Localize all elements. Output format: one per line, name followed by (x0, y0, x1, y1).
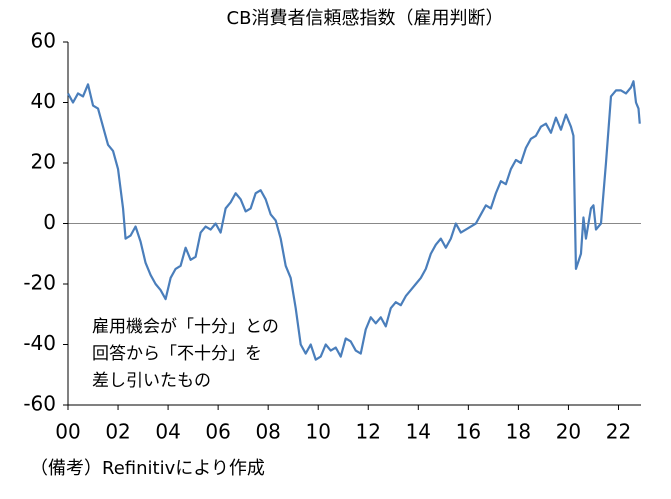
x-tick-label: 08 (255, 420, 280, 444)
y-tick-label: 0 (43, 210, 56, 234)
y-tick-label: 20 (31, 150, 56, 174)
y-tick-label: 60 (31, 29, 56, 53)
y-tick-label: -40 (23, 331, 56, 355)
x-tick-label: 14 (406, 420, 431, 444)
annotation: 雇用機会が「十分」との (92, 317, 279, 337)
x-tick-label: 20 (556, 420, 581, 444)
x-tick-label: 00 (55, 420, 80, 444)
annotation: 差し引いたもの (92, 371, 211, 391)
x-tick-label: 10 (305, 420, 330, 444)
y-tick-label: 40 (31, 89, 56, 113)
y-tick-label: -60 (23, 392, 56, 416)
annotation: 回答から「不十分」を (92, 344, 262, 364)
chart-title: CB消費者信頼感指数（雇用判断） (227, 8, 504, 29)
x-tick-label: 12 (356, 420, 381, 444)
x-tick-label: 16 (456, 420, 481, 444)
y-tick-label: -20 (23, 271, 56, 295)
data-line (67, 80, 641, 361)
x-tick-label: 04 (155, 420, 180, 444)
x-tick-label: 18 (506, 420, 531, 444)
footnote: （備考）Refinitivにより作成 (30, 458, 265, 479)
x-tick-label: 22 (606, 420, 631, 444)
x-tick-label: 06 (205, 420, 230, 444)
x-tick-label: 02 (105, 420, 130, 444)
